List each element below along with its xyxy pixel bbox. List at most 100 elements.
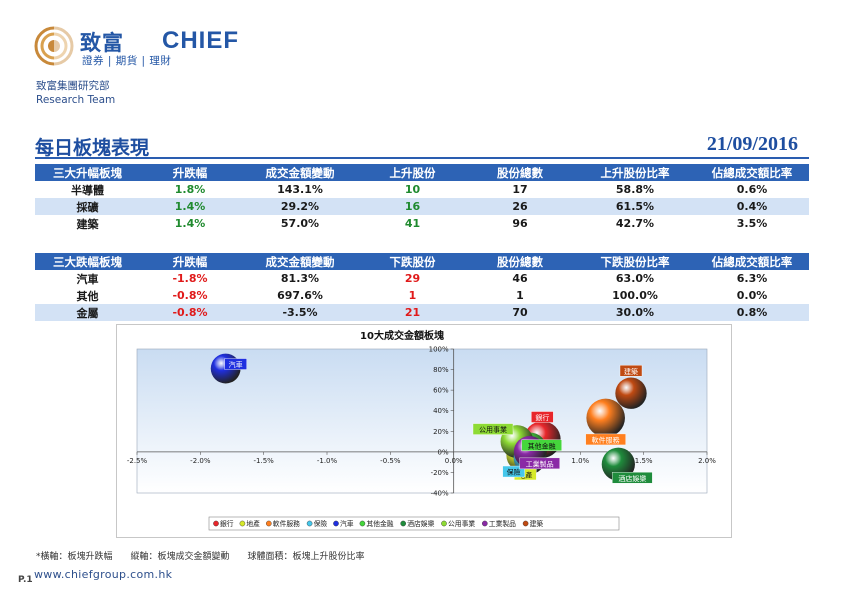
total-stocks: 26 <box>465 198 575 215</box>
bubble-chart: 10大成交金額板塊-2.5%-2.0%-1.5%-1.0%-0.5%0.0%0.… <box>116 324 732 538</box>
advancers: 41 <box>404 217 421 230</box>
legend-marker <box>359 520 366 527</box>
advance-ratio: 42.7% <box>615 217 655 230</box>
legend-marker <box>239 520 246 527</box>
turnover-change: 143.1% <box>277 183 323 196</box>
col-header: 上升股份 <box>360 164 465 181</box>
table-header-row: 三大跌幅板塊 升跌幅 成交金額變動 下跌股份 股份總數 下跌股份比率 佔總成交額… <box>35 253 809 270</box>
turnover-share: 0.4% <box>695 198 809 215</box>
legend-item: 保險 <box>314 519 328 528</box>
legend-marker <box>522 520 529 527</box>
department: 致富集團研究部 Research Team <box>36 79 115 107</box>
page-number: P.1 <box>18 575 33 585</box>
bubble-label-box <box>521 439 562 452</box>
advancers: 10 <box>404 183 421 196</box>
x-tick-label: -1.5% <box>254 457 275 465</box>
turnover-share: 3.5% <box>736 217 768 230</box>
bubble-label: 建築 <box>624 367 638 376</box>
bubble-label: 地產 <box>518 471 532 480</box>
y-tick-label: -40% <box>431 490 449 498</box>
col-header: 下跌股份比率 <box>575 253 695 270</box>
x-tick-label: 2.0% <box>698 457 716 465</box>
bubble-label: 銀行 <box>535 413 549 422</box>
brand-logo: 致富 CHIEF 證券 | 期貨 | 理財 <box>34 26 238 70</box>
legend-item: 地產 <box>246 519 260 528</box>
sector-name: 金屬 <box>35 304 140 321</box>
legend-marker <box>306 520 313 527</box>
col-header: 升跌幅 <box>140 164 240 181</box>
col-header: 升跌幅 <box>140 253 240 270</box>
brand-tagline: 證券 | 期貨 | 理財 <box>82 55 172 67</box>
col-header: 成交金額變動 <box>240 253 360 270</box>
legend-item: 建築 <box>530 519 544 528</box>
y-tick-label: 100% <box>429 346 449 354</box>
department-en: Research Team <box>36 94 116 106</box>
legend-item: 汽車 <box>340 519 354 528</box>
bubble-建築 <box>615 377 647 409</box>
change-pct: 1.8% <box>174 183 206 196</box>
legend-item: 銀行 <box>220 519 234 528</box>
table-header-row: 三大升幅板塊 升跌幅 成交金額變動 上升股份 股份總數 上升股份比率 佔總成交額… <box>35 164 809 181</box>
legend-item: 軟件服務 <box>273 519 300 528</box>
title-divider <box>35 157 809 159</box>
bubble-label: 汽車 <box>229 360 243 369</box>
bubble-軟件服務 <box>586 398 625 438</box>
brand-name-en: CHIEF <box>162 27 239 54</box>
table-row: 金屬 -0.8% -3.5% 21 70 30.0% 0.8% <box>35 304 809 321</box>
col-header: 下跌股份 <box>360 253 465 270</box>
bubble-label-box <box>519 457 560 470</box>
bubble-label: 其他金融 <box>528 441 556 450</box>
footnote: *橫軸：板塊升跌幅 縱軸：板塊成交金額變動 球體面積：板塊上升股份比率 <box>36 552 365 562</box>
legend-marker <box>265 520 272 527</box>
top-losers-table: 三大跌幅板塊 升跌幅 成交金額變動 下跌股份 股份總數 下跌股份比率 佔總成交額… <box>35 253 809 321</box>
turnover-share: 0.6% <box>736 183 768 196</box>
y-tick-label: 0% <box>438 448 449 456</box>
decline-ratio: 30.0% <box>575 304 695 321</box>
x-tick-label: -2.0% <box>190 457 211 465</box>
decliners: 21 <box>360 304 465 321</box>
col-header: 上升股份比率 <box>575 164 695 181</box>
sector-name: 其他 <box>76 289 99 303</box>
advance-ratio: 58.8% <box>615 183 655 196</box>
total-stocks: 70 <box>465 304 575 321</box>
col-header: 佔總成交額比率 <box>695 164 809 181</box>
bubble-chart-svg: 10大成交金額板塊-2.5%-2.0%-1.5%-1.0%-0.5%0.0%0.… <box>127 329 716 531</box>
legend-item: 其他金融 <box>366 519 393 528</box>
total-stocks: 96 <box>512 217 528 230</box>
y-tick-label: 20% <box>433 428 449 436</box>
bubble-label: 工業製品 <box>526 459 554 468</box>
sector-name: 採礦 <box>35 198 140 215</box>
total-stocks: 46 <box>512 272 528 285</box>
x-tick-label: -1.0% <box>317 457 338 465</box>
turnover-change: 29.2% <box>240 198 360 215</box>
decline-ratio: 100.0% <box>612 289 658 302</box>
bubble-label-box <box>612 471 653 484</box>
legend-item: 工業製品 <box>489 519 516 528</box>
decline-ratio: 63.0% <box>615 272 655 285</box>
bubble-label: 酒店娛樂 <box>618 474 646 483</box>
legend-marker <box>213 520 219 527</box>
x-tick-label: -2.5% <box>127 457 148 465</box>
bubble-label: 保險 <box>507 468 521 477</box>
table-row: 其他 -0.8% 697.6% 1 1 100.0% 0.0% <box>35 287 809 304</box>
bubble-label-box <box>619 365 643 377</box>
sector-name: 建築 <box>76 217 99 231</box>
top-gainers-table: 三大升幅板塊 升跌幅 成交金額變動 上升股份 股份總數 上升股份比率 佔總成交額… <box>35 164 809 232</box>
sector-name: 半導體 <box>71 183 104 197</box>
y-tick-label: 80% <box>433 366 449 374</box>
bubble-label-box <box>472 423 514 435</box>
col-header: 三大跌幅板塊 <box>35 253 140 270</box>
table-row: 半導體 1.8% 143.1% 10 17 58.8% 0.6% <box>35 181 809 198</box>
change-pct: -0.8% <box>172 289 208 302</box>
website-link[interactable]: www.chiefgroup.com.hk <box>34 568 173 581</box>
change-pct: -0.8% <box>140 304 240 321</box>
legend-marker <box>441 520 447 527</box>
legend-item: 酒店娛樂 <box>407 519 434 528</box>
turnover-change: -3.5% <box>240 304 360 321</box>
sector-name: 汽車 <box>76 272 99 286</box>
x-tick-label: 1.5% <box>635 457 653 465</box>
turnover-share: 0.8% <box>695 304 809 321</box>
col-header: 三大升幅板塊 <box>35 164 140 181</box>
legend-marker <box>400 520 407 527</box>
decliners: 1 <box>408 289 417 302</box>
